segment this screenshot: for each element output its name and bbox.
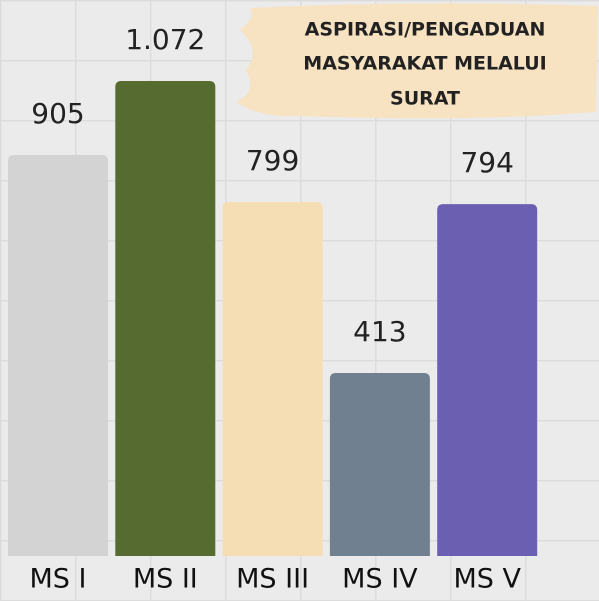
chart-title: SURAT bbox=[390, 88, 460, 110]
title-patch bbox=[236, 3, 598, 119]
x-tick-label: MS III bbox=[236, 564, 309, 595]
data-label: 905 bbox=[31, 97, 84, 130]
bar bbox=[8, 154, 108, 557]
x-tick-label: MS I bbox=[30, 564, 87, 595]
data-label: 413 bbox=[353, 315, 406, 348]
chart-title: ASPIRASI/PENGADUAN bbox=[305, 19, 546, 41]
x-tick-label: MS II bbox=[133, 564, 198, 595]
data-label: 799 bbox=[246, 144, 299, 177]
bar bbox=[437, 204, 538, 556]
chart-title: MASYARAKAT MELALUI bbox=[303, 53, 546, 75]
bar bbox=[222, 201, 323, 556]
bar bbox=[115, 81, 216, 556]
bar bbox=[329, 373, 430, 556]
x-tick-label: MS IV bbox=[342, 564, 418, 595]
data-label: 1.072 bbox=[125, 23, 205, 56]
data-label: 794 bbox=[460, 146, 513, 179]
x-tick-label: MS V bbox=[453, 564, 521, 595]
